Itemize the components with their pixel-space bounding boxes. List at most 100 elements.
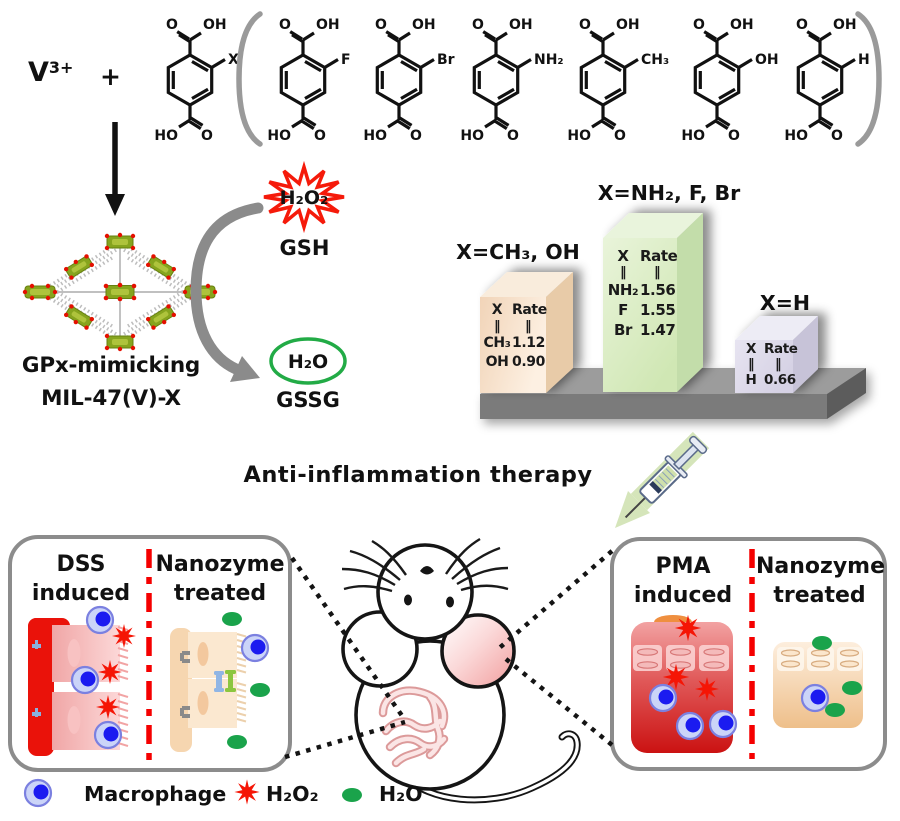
- title-line: DSS: [56, 552, 106, 577]
- substituent-label: NH₂: [534, 52, 564, 68]
- molecule-bdc-f: O OH HO O F: [267, 17, 351, 144]
- molecule-bdc-ch3: O OH HO O CH₃: [567, 17, 669, 144]
- row-value: 1.12: [512, 335, 545, 351]
- pma-induced-title: PMA induced: [614, 553, 752, 610]
- atom-label: HO: [460, 128, 484, 144]
- atom-label: HO: [267, 128, 291, 144]
- molecule-bdc-x: O OH HO O X: [154, 17, 239, 144]
- equals-sym: ‖: [619, 265, 627, 280]
- atom-label: O: [796, 17, 808, 33]
- equals-sym: ‖: [747, 357, 755, 372]
- row-label: NH₂: [607, 281, 639, 299]
- macrophage-icon: [240, 633, 270, 663]
- mouse-right-ear-inflamed: [440, 613, 516, 689]
- col-x: X: [617, 247, 629, 265]
- block-h: [735, 316, 818, 393]
- atom-label: O: [693, 17, 705, 33]
- title-line: induced: [31, 580, 131, 606]
- row-label: H: [745, 372, 757, 388]
- syringe-arrow-icon: [615, 431, 710, 528]
- row-value: 0.66: [764, 372, 796, 388]
- h2o-drop-icon: [250, 683, 270, 697]
- equals-sym: ‖: [653, 265, 661, 280]
- atom-label: O: [201, 128, 213, 144]
- h2o-drop-icon: [812, 636, 832, 650]
- atom-label: HO: [681, 128, 705, 144]
- catalyst-name-line1: GPx-mimicking: [21, 353, 201, 378]
- row-label: OH: [485, 354, 509, 370]
- healthy-epithelium: [170, 628, 247, 752]
- legend-h2o-label: H₂O: [379, 782, 423, 806]
- atom-label: O: [728, 128, 740, 144]
- mouse-tail: [401, 730, 581, 804]
- gsh-label: GSH: [279, 236, 330, 260]
- mouse-eye: [404, 594, 412, 606]
- bracket-pair: [236, 11, 882, 147]
- row-label: F: [618, 301, 628, 319]
- dss-treated-title: Nanozyme treated: [154, 551, 286, 608]
- dss-illustration: [28, 605, 270, 756]
- macrophage-icon: [648, 683, 678, 713]
- macrophage-icon: [23, 778, 53, 808]
- row-value: 1.56: [640, 281, 676, 299]
- title-line: Nanozyme: [155, 552, 285, 577]
- molecule-bdc-oh: O OH HO O OH: [681, 17, 778, 144]
- atom-label: HO: [363, 128, 387, 144]
- atom-label: OH: [203, 17, 227, 33]
- h2o2-burst-icon: [674, 614, 702, 642]
- h2o-drop-icon: [227, 735, 247, 749]
- atom-label: OH: [316, 17, 340, 33]
- col-x: X: [745, 341, 756, 357]
- mof-chains: [39, 240, 201, 344]
- tight-junction: [214, 670, 236, 692]
- atom-label: OH: [509, 17, 533, 33]
- substituent-label: X: [228, 52, 239, 68]
- h2o-oval-icon: H₂O: [269, 337, 347, 385]
- h2o2-burst-icon: [112, 624, 136, 648]
- rate-table-nh2-f-br: X Rate ‖ ‖ NH₂ 1.56 F 1.55 Br 1.47: [606, 246, 678, 340]
- mouse-illustration: [284, 537, 614, 804]
- catalyst-name-line2: MIL-47(V)-X: [41, 386, 181, 411]
- mouse-whiskers: [341, 537, 509, 593]
- macrophage-icon: [675, 711, 705, 741]
- substituent-label: H: [858, 52, 870, 68]
- molecule-bdc-br: O OH HO O Br: [363, 17, 454, 144]
- h2o2-label: H₂O₂: [280, 187, 329, 209]
- macrophage-icon: [85, 605, 115, 635]
- plus-sign: +: [100, 62, 121, 91]
- col-rate: Rate: [764, 341, 798, 357]
- rate-table-h: X Rate ‖ ‖ H 0.66: [738, 341, 798, 389]
- atom-label: HO: [784, 128, 808, 144]
- atom-label: O: [472, 17, 484, 33]
- curved-arrow-icon: [190, 202, 264, 382]
- atom-label: O: [375, 17, 387, 33]
- row-label: Br: [613, 321, 633, 339]
- rate-block-chart: [480, 213, 866, 419]
- substituent-label: OH: [755, 52, 779, 68]
- title-line: induced: [633, 582, 733, 608]
- macrophage-icon: [93, 720, 123, 750]
- substituent-label: F: [341, 52, 351, 68]
- col-rate: Rate: [512, 302, 547, 318]
- pma-treated-title: Nanozyme treated: [756, 553, 886, 610]
- rate-table-ch3-oh: X Rate ‖ ‖ CH₃ 1.12 OH 0.90: [482, 301, 548, 372]
- legend-macrophage-label: Macrophage: [84, 782, 227, 806]
- therapy-label: Anti-inflammation therapy: [243, 462, 593, 488]
- red-divider: [146, 549, 152, 761]
- group-label-h: X=H: [759, 291, 811, 315]
- atom-label: O: [279, 17, 291, 33]
- atom-label: OH: [730, 17, 754, 33]
- macrophage-icon: [70, 665, 100, 695]
- h2o2-burst-icon: [98, 660, 122, 684]
- h2o2-burst-icon: [234, 779, 260, 805]
- atom-label: HO: [567, 128, 591, 144]
- molecule-bdc-h: O OH HO O H: [784, 17, 870, 144]
- callout-dotted-lines: [284, 549, 614, 760]
- pma-illustration: [631, 614, 863, 753]
- group-label-ch3-oh: X=CH₃, OH: [456, 240, 580, 264]
- title-line: Nanozyme: [756, 554, 886, 579]
- pma-panel: PMA induced Nanozyme treated: [610, 537, 887, 771]
- atom-label: OH: [833, 17, 857, 33]
- atom-label: O: [314, 128, 326, 144]
- title-line: PMA: [655, 554, 711, 579]
